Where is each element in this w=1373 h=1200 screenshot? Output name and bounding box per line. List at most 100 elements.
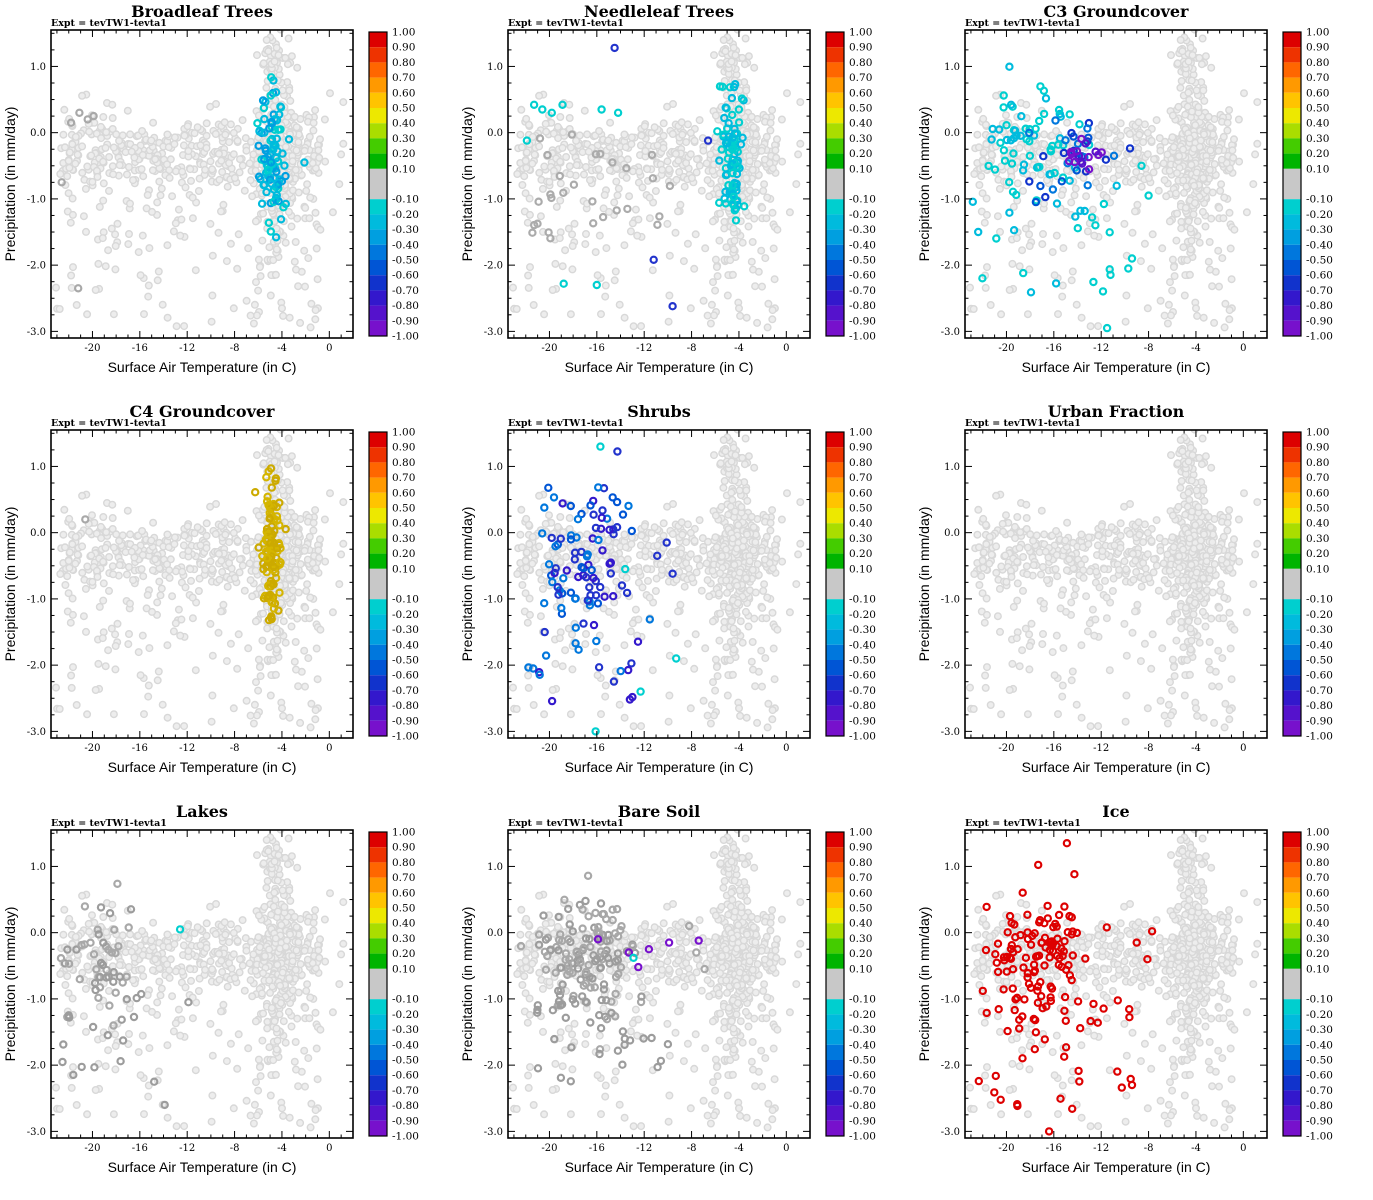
colorbar-label: -0.70 [849, 1085, 876, 1097]
colorbar-label: -0.40 [392, 1039, 419, 1051]
background-points [52, 830, 348, 1132]
experiment-label: Expt = tevTW1-tevta1 [965, 418, 1081, 429]
svg-text:-12: -12 [179, 743, 195, 754]
colorbar-label: 1.00 [392, 27, 415, 39]
overlay-points [516, 871, 709, 1086]
colorbar-label: -0.10 [392, 594, 419, 606]
colorbar-label: 0.70 [392, 872, 415, 884]
colorbar-label: -0.10 [849, 194, 876, 206]
colorbar-label: 0.80 [849, 857, 872, 869]
colorbar-label: 0.50 [849, 503, 872, 515]
axis-ticks: -20 -16 -12 -8 -4 0-3.0-2.0-1.00.01.0 [27, 830, 354, 1154]
experiment-label: Expt = tevTW1-tevta1 [965, 18, 1081, 29]
y-axis-label: Precipitation (in mm/day) [2, 107, 18, 262]
svg-text:-3.0: -3.0 [27, 327, 46, 338]
plot-frame [507, 429, 811, 739]
svg-text:0.0: 0.0 [487, 128, 503, 139]
colorbar: 1.00 0.90 0.80 0.70 0.60 0.50 0.40 0.30 0.20 0.10… [368, 27, 419, 343]
colorbar-label: -0.30 [849, 624, 876, 636]
colorbar-label: 0.60 [392, 87, 415, 99]
colorbar-label: 0.10 [1306, 563, 1329, 575]
colorbar-label: -0.50 [1306, 1055, 1333, 1067]
svg-text:-16: -16 [1046, 343, 1062, 354]
colorbar-label: -0.70 [849, 685, 876, 697]
colorbar-label: 0.90 [849, 442, 872, 454]
colorbar-label: 0.20 [849, 948, 872, 960]
colorbar-label: 1.00 [849, 827, 872, 839]
plot-frame [50, 29, 354, 339]
colorbar-label: 0.10 [849, 563, 872, 575]
colorbar: 1.00 0.90 0.80 0.70 0.60 0.50 0.40 0.30 0.20 0.10… [825, 827, 876, 1143]
colorbar-label: -0.60 [849, 670, 876, 682]
colorbar-label: -0.80 [849, 300, 876, 312]
overlay-points [524, 442, 681, 736]
colorbar-label: 0.20 [849, 148, 872, 160]
colorbar-label: -0.50 [1306, 655, 1333, 667]
colorbar-label: -0.90 [392, 315, 419, 327]
colorbar: 1.00 0.90 0.80 0.70 0.60 0.50 0.40 0.30 0.20 0.10… [1282, 427, 1333, 743]
colorbar-label: 0.90 [392, 842, 415, 854]
plot-frame [507, 829, 811, 1139]
colorbar-label: -0.10 [849, 594, 876, 606]
colorbar-label: 0.70 [849, 72, 872, 84]
colorbar-label: 0.90 [849, 842, 872, 854]
colorbar-label: -0.40 [392, 239, 419, 251]
colorbar-label: -0.70 [392, 685, 419, 697]
svg-text:-3.0: -3.0 [941, 327, 960, 338]
colorbar: 1.00 0.90 0.80 0.70 0.60 0.50 0.40 0.30 0.20 0.10… [368, 827, 419, 1143]
colorbar-label: 0.30 [849, 133, 872, 145]
colorbar-label: -0.90 [849, 315, 876, 327]
svg-text:-1.0: -1.0 [941, 194, 960, 205]
colorbar-label: 0.40 [392, 118, 415, 130]
svg-text:-2.0: -2.0 [27, 661, 46, 672]
colorbar-label: 0.80 [849, 57, 872, 69]
background-points [966, 430, 1262, 732]
colorbar-label: -0.60 [1306, 270, 1333, 282]
colorbar-label: 0.40 [392, 518, 415, 530]
overlay-points [56, 879, 193, 1110]
experiment-label: Expt = tevTW1-tevta1 [508, 418, 624, 429]
colorbar-label: 1.00 [392, 827, 415, 839]
plot-frame [507, 29, 811, 339]
colorbar-label: 0.70 [1306, 872, 1329, 884]
svg-text:-12: -12 [179, 343, 195, 354]
colorbar-label: 0.30 [1306, 533, 1329, 545]
panel-title: Lakes [176, 802, 228, 821]
svg-text:-8: -8 [687, 343, 697, 354]
colorbar-label: -0.60 [392, 1070, 419, 1082]
colorbar-label: 0.80 [1306, 57, 1329, 69]
colorbar-label: 0.90 [849, 42, 872, 54]
svg-text:-1.0: -1.0 [27, 594, 46, 605]
colorbar-label: -0.80 [849, 1100, 876, 1112]
panel-c4-groundcover: C4 Groundcover Expt = tevTW1-tevta1 -20 -16… [1, 400, 458, 800]
axis-ticks: -20 -16 -12 -8 -4 0-3.0-2.0-1.00.01.0 [484, 830, 811, 1154]
y-axis-label: Precipitation (in mm/day) [916, 907, 932, 1062]
background-points [509, 30, 805, 332]
plot-frame [964, 429, 1268, 739]
colorbar-label: 0.40 [392, 918, 415, 930]
axis-ticks: -20 -16 -12 -8 -4 0-3.0-2.0-1.00.01.0 [27, 430, 354, 754]
colorbar-label: -0.20 [849, 209, 876, 221]
colorbar-label: 0.10 [1306, 163, 1329, 175]
colorbar-label: -1.00 [1306, 1131, 1333, 1143]
colorbar-label: -0.20 [1306, 1009, 1333, 1021]
y-axis-label: Precipitation (in mm/day) [459, 907, 475, 1062]
colorbar-label: -0.10 [1306, 994, 1333, 1006]
svg-text:-12: -12 [1093, 343, 1109, 354]
colorbar-label: 0.70 [392, 472, 415, 484]
experiment-label: Expt = tevTW1-tevta1 [508, 18, 624, 29]
svg-text:-8: -8 [1144, 343, 1154, 354]
experiment-label: Expt = tevTW1-tevta1 [51, 418, 167, 429]
axis-ticks: -20 -16 -12 -8 -4 0-3.0-2.0-1.00.01.0 [941, 430, 1268, 754]
colorbar-label: 0.30 [392, 933, 415, 945]
colorbar-label: -0.80 [849, 700, 876, 712]
colorbar-label: -0.30 [849, 1024, 876, 1036]
colorbar-label: -1.00 [849, 1131, 876, 1143]
colorbar-label: 0.20 [1306, 548, 1329, 560]
colorbar-label: 0.50 [392, 103, 415, 115]
colorbar-label: -0.20 [392, 609, 419, 621]
colorbar-label: -0.60 [849, 1070, 876, 1082]
colorbar-label: 0.30 [1306, 933, 1329, 945]
